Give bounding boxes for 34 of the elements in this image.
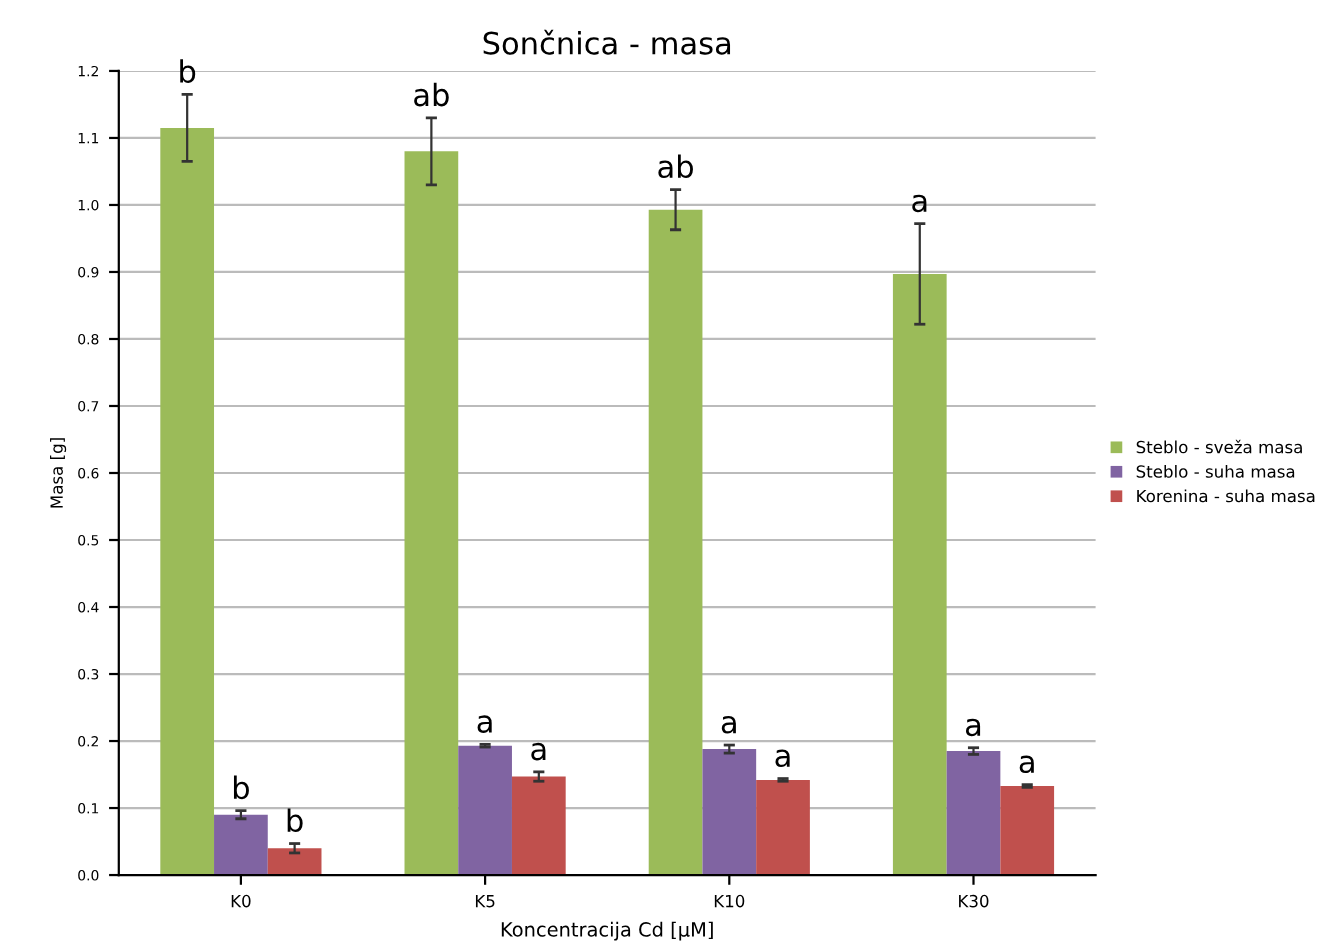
annotation: a: [775, 749, 790, 768]
bar: [404, 151, 459, 876]
chart-title: Sončnica - masa: [483, 29, 731, 55]
annotation: a: [912, 194, 927, 213]
annotation: a: [965, 718, 981, 737]
annotation: a: [1019, 755, 1034, 774]
x-tick-label: K0: [231, 894, 251, 908]
annotation: ab: [414, 82, 449, 107]
legend-label: Korenina - suha masa: [1137, 489, 1315, 503]
y-axis-title: Masa [g]: [50, 438, 67, 508]
annotation: ab: [658, 154, 693, 179]
x-tick-label: K30: [959, 894, 989, 908]
bar: [160, 127, 215, 876]
annotation: a: [721, 716, 736, 734]
bar: [214, 814, 268, 876]
bar: [511, 776, 566, 876]
annotation: b: [287, 808, 303, 833]
x-tick-label: K5: [475, 895, 495, 908]
x-axis-title: Koncentracija Cd [µM]: [501, 921, 713, 941]
annotation: a: [531, 742, 546, 761]
annotation: a: [477, 715, 492, 733]
bar: [648, 209, 703, 876]
bar: [892, 273, 947, 876]
annotation: b: [233, 775, 249, 800]
bar: [702, 749, 757, 876]
bar: [267, 848, 322, 876]
legend-label: Steblo - suha masa: [1136, 464, 1295, 478]
bar: [1000, 785, 1055, 876]
bar: [756, 779, 810, 876]
annotation: b: [180, 59, 196, 83]
x-tick-label: K10: [714, 894, 745, 908]
bar: [946, 751, 1001, 876]
legend-label: Steblo - sveža masa: [1136, 439, 1302, 454]
bar: [458, 745, 512, 876]
